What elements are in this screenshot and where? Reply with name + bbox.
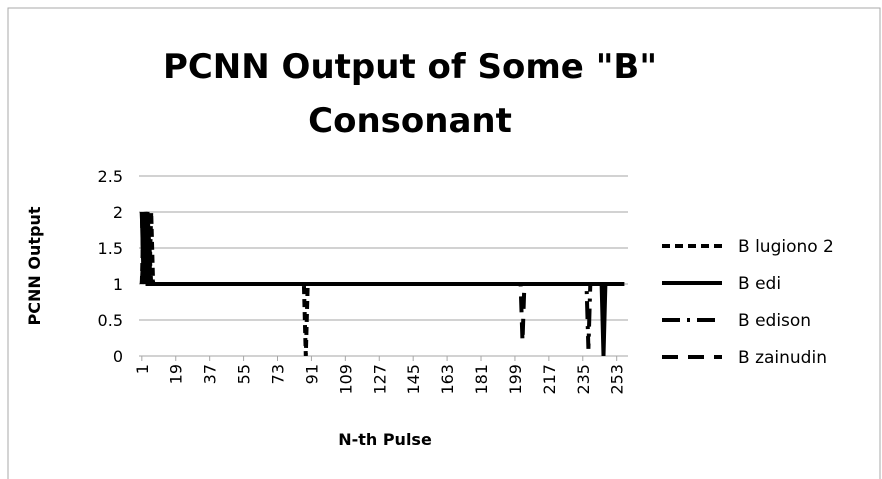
x-tick-label: 73 — [269, 364, 288, 384]
chart-title: Consonant — [308, 101, 512, 141]
legend-label: B lugiono 2 — [738, 237, 834, 257]
x-tick-label: 127 — [370, 364, 389, 395]
x-tick-label: 19 — [167, 364, 186, 384]
series-line — [139, 211, 625, 342]
x-tick-label: 163 — [438, 364, 457, 395]
legend-label: B edi — [738, 274, 781, 294]
series-line — [139, 211, 625, 349]
x-tick-label: 1 — [133, 364, 152, 374]
chart-title: PCNN Output of Some "B" — [163, 47, 657, 87]
y-axis-label: PCNN Output — [25, 206, 44, 325]
legend-label: B zainudin — [738, 348, 827, 368]
y-tick-label: 1 — [113, 275, 123, 294]
chart-frame — [7, 7, 881, 479]
x-tick-label: 199 — [506, 364, 525, 395]
x-axis-label: N-th Pulse — [338, 430, 432, 449]
y-tick-label: 0.5 — [98, 311, 123, 330]
x-tick-label: 235 — [574, 364, 593, 395]
y-tick-label: 2.5 — [98, 167, 123, 186]
x-tick-label: 217 — [540, 364, 559, 395]
x-tick-label: 55 — [235, 364, 254, 384]
y-tick-label: 0 — [113, 347, 123, 366]
y-tick-label: 2 — [113, 203, 123, 222]
y-tick-label: 1.5 — [98, 239, 123, 258]
legend-label: B edison — [738, 311, 811, 331]
x-tick-label: 37 — [201, 364, 220, 384]
x-tick-label: 91 — [302, 364, 321, 384]
x-tick-label: 253 — [608, 364, 627, 395]
x-tick-label: 145 — [404, 364, 423, 395]
x-tick-label: 109 — [336, 364, 355, 395]
x-tick-label: 181 — [472, 364, 491, 395]
